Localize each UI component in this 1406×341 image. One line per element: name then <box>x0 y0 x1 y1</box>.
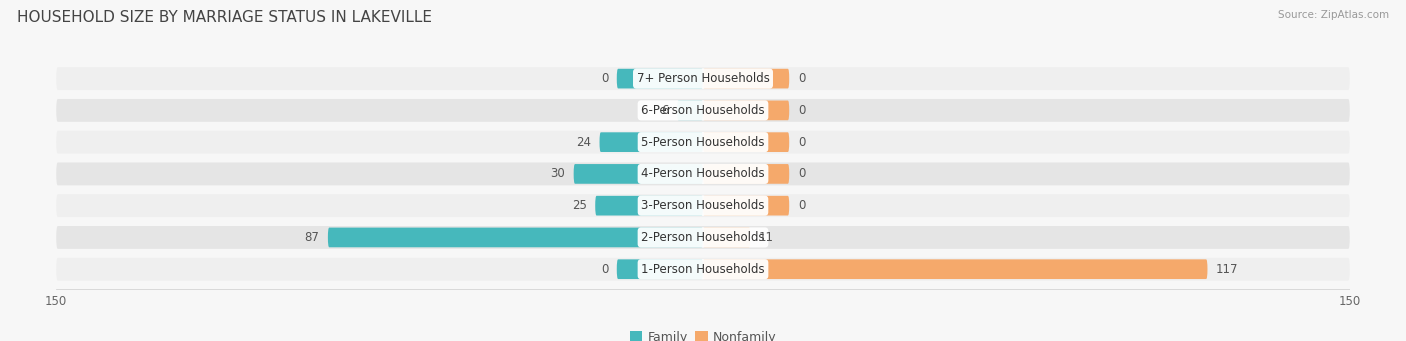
FancyBboxPatch shape <box>599 132 703 152</box>
FancyBboxPatch shape <box>56 226 1350 249</box>
FancyBboxPatch shape <box>56 194 1350 217</box>
FancyBboxPatch shape <box>56 258 1350 281</box>
Legend: Family, Nonfamily: Family, Nonfamily <box>624 326 782 341</box>
FancyBboxPatch shape <box>617 260 703 279</box>
FancyBboxPatch shape <box>56 67 1350 90</box>
Text: Source: ZipAtlas.com: Source: ZipAtlas.com <box>1278 10 1389 20</box>
Text: 4-Person Households: 4-Person Households <box>641 167 765 180</box>
FancyBboxPatch shape <box>703 196 789 216</box>
Text: HOUSEHOLD SIZE BY MARRIAGE STATUS IN LAKEVILLE: HOUSEHOLD SIZE BY MARRIAGE STATUS IN LAK… <box>17 10 432 25</box>
Text: 0: 0 <box>797 167 806 180</box>
Text: 0: 0 <box>797 104 806 117</box>
Text: 0: 0 <box>797 136 806 149</box>
Text: 0: 0 <box>600 263 609 276</box>
Text: 5-Person Households: 5-Person Households <box>641 136 765 149</box>
FancyBboxPatch shape <box>703 260 1208 279</box>
FancyBboxPatch shape <box>678 101 703 120</box>
Text: 11: 11 <box>759 231 775 244</box>
Text: 6: 6 <box>661 104 668 117</box>
FancyBboxPatch shape <box>595 196 703 216</box>
Text: 2-Person Households: 2-Person Households <box>641 231 765 244</box>
Text: 0: 0 <box>797 72 806 85</box>
Text: 25: 25 <box>572 199 586 212</box>
FancyBboxPatch shape <box>617 69 703 88</box>
Text: 87: 87 <box>304 231 319 244</box>
Text: 1-Person Households: 1-Person Households <box>641 263 765 276</box>
FancyBboxPatch shape <box>56 131 1350 153</box>
Text: 7+ Person Households: 7+ Person Households <box>637 72 769 85</box>
FancyBboxPatch shape <box>56 162 1350 186</box>
Text: 30: 30 <box>550 167 565 180</box>
FancyBboxPatch shape <box>703 101 789 120</box>
FancyBboxPatch shape <box>328 227 703 247</box>
FancyBboxPatch shape <box>703 69 789 88</box>
Text: 6-Person Households: 6-Person Households <box>641 104 765 117</box>
Text: 0: 0 <box>797 199 806 212</box>
Text: 0: 0 <box>600 72 609 85</box>
Text: 24: 24 <box>576 136 591 149</box>
FancyBboxPatch shape <box>703 227 751 247</box>
FancyBboxPatch shape <box>56 99 1350 122</box>
FancyBboxPatch shape <box>574 164 703 184</box>
FancyBboxPatch shape <box>703 164 789 184</box>
Text: 3-Person Households: 3-Person Households <box>641 199 765 212</box>
FancyBboxPatch shape <box>703 132 789 152</box>
Text: 117: 117 <box>1216 263 1239 276</box>
